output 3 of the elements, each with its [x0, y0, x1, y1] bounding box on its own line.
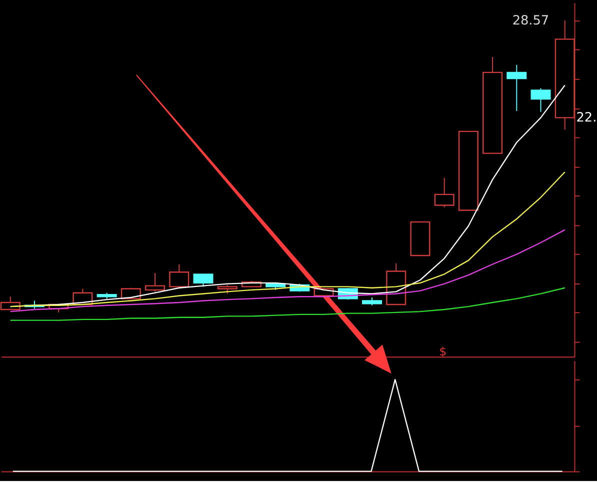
text: $ — [439, 344, 447, 359]
annotation: 28.57 — [512, 13, 550, 28]
annotation: 22. — [576, 110, 597, 126]
